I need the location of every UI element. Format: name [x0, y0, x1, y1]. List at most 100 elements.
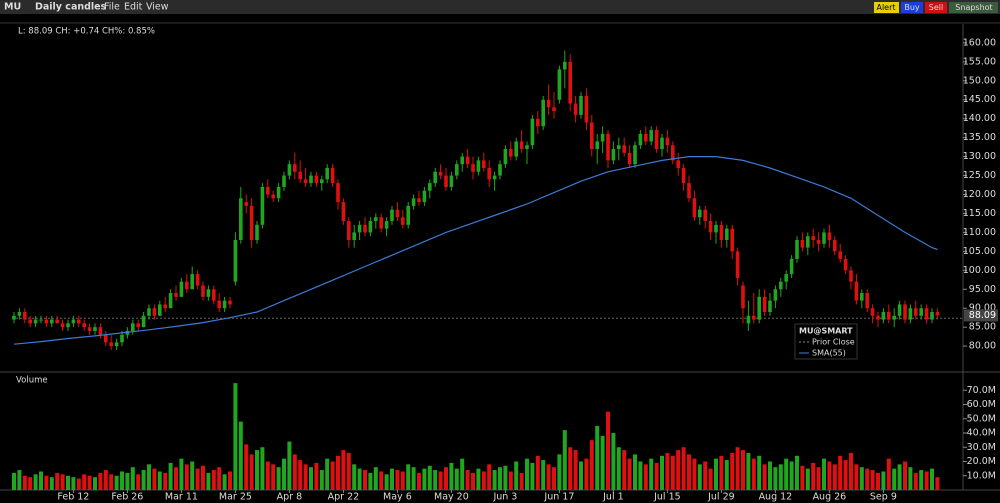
- volume-bar: [897, 464, 902, 490]
- candle-body: [363, 224, 367, 233]
- volume-bar: [919, 470, 924, 490]
- volume-bar: [66, 475, 70, 490]
- candle-body: [82, 323, 86, 328]
- candle-body: [638, 133, 643, 146]
- candle-body: [924, 308, 929, 320]
- menu-item[interactable]: File: [104, 2, 120, 13]
- candle-body: [276, 186, 281, 199]
- candle-body: [590, 122, 594, 150]
- candle-body: [114, 342, 119, 347]
- alert-label[interactable]: Alert: [876, 3, 895, 12]
- volume-bar: [379, 471, 384, 490]
- candle-body: [654, 130, 659, 150]
- legend-item[interactable]: Prior Close: [812, 338, 855, 347]
- legend-item[interactable]: SMA(55): [812, 349, 846, 358]
- volume-bar: [660, 455, 664, 490]
- candle-body: [249, 205, 254, 240]
- volume-bar: [503, 465, 508, 490]
- volume-bar: [692, 458, 697, 490]
- volume-bar: [708, 468, 713, 490]
- candle-body: [633, 145, 637, 165]
- candle-body: [795, 239, 799, 259]
- candle-body: [860, 293, 864, 301]
- volume-bar: [697, 464, 702, 490]
- candle-body: [579, 95, 583, 115]
- candle-body: [509, 149, 513, 157]
- candle-body: [622, 145, 626, 153]
- candle-body: [255, 224, 259, 240]
- candle-body: [314, 175, 319, 184]
- snapshot-button[interactable]: [949, 2, 998, 13]
- y-tick-label: 90.00: [969, 303, 996, 314]
- volume-bar: [573, 450, 578, 490]
- volume-bar: [508, 471, 513, 490]
- candle-body: [476, 160, 481, 172]
- volume-bar: [228, 471, 232, 490]
- x-tick-label: May 6: [383, 492, 412, 503]
- candle-body: [401, 217, 405, 225]
- symbol[interactable]: MU: [4, 2, 21, 13]
- volume-bar: [465, 470, 470, 490]
- candle-body: [33, 319, 38, 324]
- alert-button[interactable]: [874, 2, 899, 13]
- snapshot-label[interactable]: Snapshot: [955, 3, 992, 12]
- volume-bar: [703, 461, 708, 490]
- candle-body: [833, 239, 837, 252]
- candle-body: [17, 312, 22, 316]
- candle-body: [465, 156, 470, 165]
- volume-bar: [492, 470, 497, 490]
- buy-label[interactable]: Buy: [904, 3, 920, 12]
- volume-bar: [611, 433, 616, 490]
- price-tag: [964, 309, 998, 322]
- candle-body: [136, 323, 140, 328]
- candle-body: [806, 236, 810, 248]
- volume-bar: [832, 464, 837, 490]
- menu-item[interactable]: Edit: [124, 2, 143, 13]
- candle-body: [217, 300, 221, 309]
- volume-bar: [687, 454, 691, 490]
- candle-body: [320, 179, 324, 184]
- candle-body: [104, 334, 108, 343]
- volume-bar: [811, 462, 816, 490]
- menu-item[interactable]: View: [146, 2, 169, 13]
- volume-bar: [33, 474, 38, 490]
- volume-bar: [444, 467, 448, 490]
- toolbar: [0, 0, 1000, 14]
- candle-body: [39, 319, 43, 321]
- candle-body: [428, 183, 432, 191]
- volume-bar: [303, 464, 308, 490]
- volume-bar: [400, 471, 405, 490]
- volume-bar: [87, 475, 92, 490]
- sell-button[interactable]: [925, 2, 947, 13]
- volume-bar: [762, 464, 767, 490]
- sma-line: [13, 156, 938, 345]
- candle-body: [552, 107, 556, 112]
- candle-body: [822, 232, 826, 244]
- candle-body: [536, 118, 540, 127]
- candle-body: [109, 342, 113, 347]
- candle-body: [849, 270, 853, 282]
- volume-bar: [157, 471, 162, 490]
- candle-body: [60, 323, 65, 328]
- volume-bar: [935, 477, 940, 490]
- volume-bar: [822, 458, 826, 490]
- candle-body: [617, 145, 621, 150]
- candle-body: [698, 209, 702, 218]
- volume-bar: [93, 477, 97, 490]
- candle-body: [854, 281, 859, 301]
- volume-bar: [249, 454, 254, 490]
- y-tick-label: 80.00: [969, 341, 996, 352]
- volume-bar: [460, 458, 465, 490]
- chart-type[interactable]: Daily candles: [35, 2, 107, 13]
- volume-bar: [184, 464, 189, 490]
- volume-bar: [557, 454, 562, 490]
- volume-tick-label: 40.0M: [967, 428, 996, 439]
- candle-body: [325, 167, 329, 180]
- buy-button[interactable]: [901, 2, 923, 13]
- sell-label[interactable]: Sell: [929, 3, 943, 12]
- volume-bar: [265, 461, 270, 490]
- candle-body: [870, 308, 875, 316]
- volume-bar: [109, 474, 114, 490]
- candle-body: [573, 103, 578, 115]
- volume-bar: [76, 478, 81, 490]
